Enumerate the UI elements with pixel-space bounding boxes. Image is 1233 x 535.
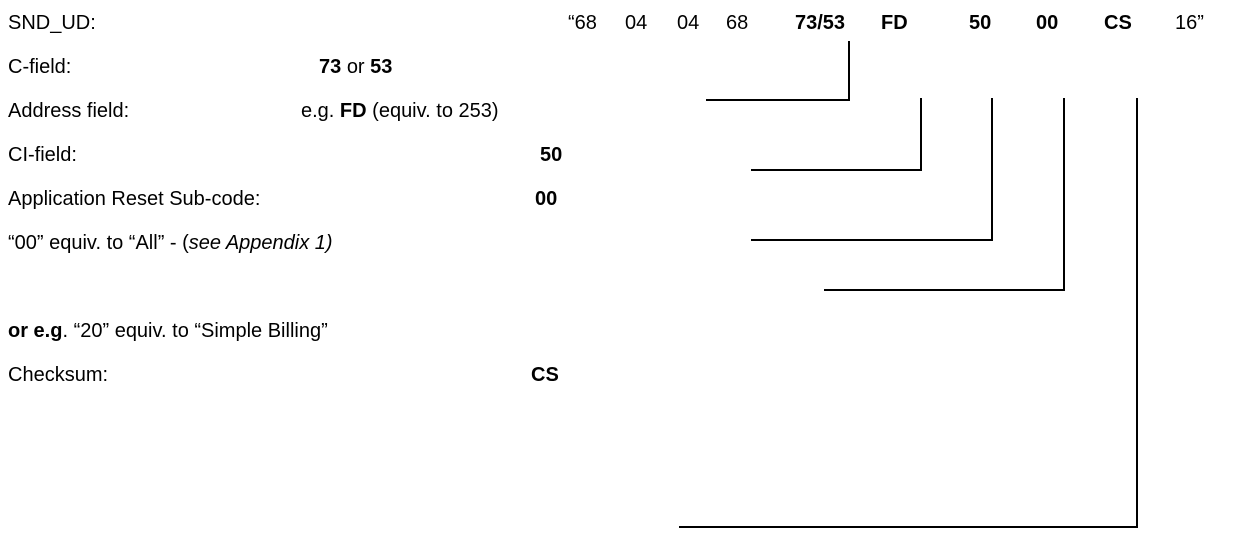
ci-field-value: 50 [540,144,563,166]
address-field-label: Address field: [8,100,130,122]
frame-byte-address: FD [881,12,908,34]
frame-byte-c-field: 73/53 [795,12,846,34]
note-billing-or-eg: or e.g [8,320,63,342]
checksum-label: Checksum: [8,364,109,386]
subcode-connector-vertical [1063,98,1065,291]
address-connector-horizontal [751,169,922,171]
address-field-value: e.g. FD (equiv. to 253) [301,99,499,123]
c-field-connector-vertical [848,41,850,101]
note-billing: or e.g. “20” equiv. to “Simple Billing” [8,319,328,343]
note-billing-text: . “20” equiv. to “Simple Billing” [62,320,328,342]
note-all-appendix: see Appendix 1) [188,232,333,254]
checksum-value: CS [531,364,559,386]
address-field-code: FD [339,100,367,122]
ci-field-connector-horizontal [751,239,993,241]
address-field-suffix: (equiv. to 253) [372,100,499,122]
reset-subcode-label: Application Reset Sub-code: [8,188,261,210]
note-all-text: “00” equiv. to “All” - ( [8,232,189,254]
c-field-value-a: 73 [319,56,342,78]
checksum-connector-horizontal [679,526,1138,528]
frame-label: SND_UD: [8,12,96,34]
frame-byte-length-2: 04 [677,12,700,34]
checksum-connector-vertical [1136,98,1138,528]
reset-subcode-value: 00 [535,188,558,210]
c-field-connector-horizontal [706,99,850,101]
subcode-connector-horizontal [824,289,1065,291]
ci-field-connector-vertical [991,98,993,241]
address-field-prefix: e.g. [301,100,335,122]
frame-byte-subcode: 00 [1036,12,1059,34]
frame-byte-ci-field: 50 [969,12,992,34]
frame-byte-start-2: 68 [726,12,749,34]
c-field-value: 73 or 53 [319,55,392,79]
ci-field-label: CI-field: [8,144,77,166]
address-connector-vertical [920,98,922,171]
note-all: “00” equiv. to “All” - (see Appendix 1) [8,231,333,255]
frame-byte-length-1: 04 [625,12,648,34]
c-field-or: or [346,56,365,78]
frame-byte-stop: 16” [1175,12,1204,34]
frame-byte-checksum: CS [1104,12,1132,34]
frame-byte-start: “68 [568,12,597,34]
c-field-label: C-field: [8,56,72,78]
c-field-value-b: 53 [370,56,393,78]
